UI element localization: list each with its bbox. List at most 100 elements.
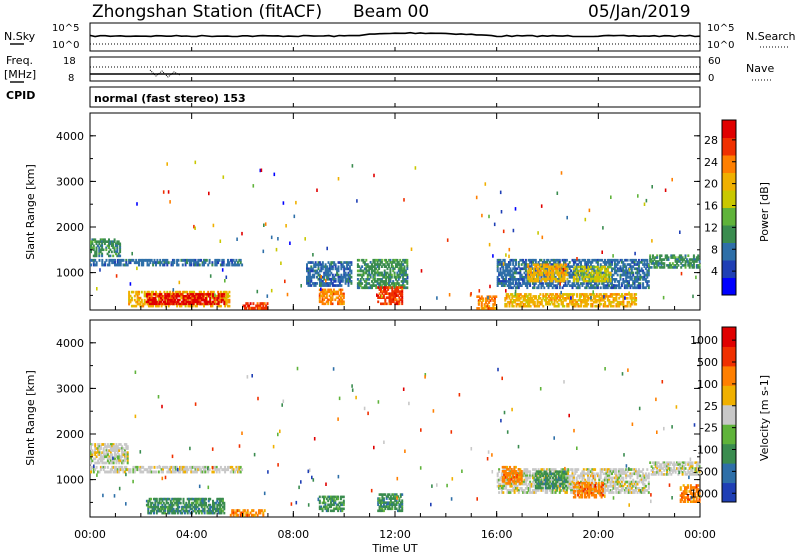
echo-cell xyxy=(524,297,526,300)
power-colorbar-label: Power [dB] xyxy=(758,182,771,242)
echo-cell xyxy=(389,269,392,273)
echo-cell xyxy=(122,453,125,457)
echo-cell xyxy=(625,269,628,273)
echo-cell xyxy=(550,282,553,285)
echo-cell xyxy=(126,459,129,463)
echo-cell xyxy=(94,468,97,472)
echo-cell xyxy=(565,491,568,494)
echo-cell xyxy=(608,295,611,298)
echo-cell xyxy=(602,304,605,308)
echo-cell xyxy=(587,284,589,287)
echo-cell xyxy=(310,267,313,271)
echo-cell xyxy=(331,503,334,507)
echo-cell xyxy=(381,292,384,295)
echo-cell xyxy=(180,465,183,469)
echo-cell xyxy=(568,275,571,279)
echo-cell xyxy=(214,258,217,262)
echo-cell xyxy=(557,261,560,264)
echo-cell xyxy=(520,263,523,266)
echo-cell xyxy=(628,300,630,304)
echo-cell xyxy=(533,476,536,480)
echo-cell xyxy=(220,511,223,515)
echo-cell xyxy=(95,248,98,252)
echo-cell xyxy=(106,451,109,454)
echo-cell xyxy=(609,279,612,283)
echo-cell xyxy=(540,284,543,287)
echo-cell xyxy=(323,294,325,298)
echo-cell xyxy=(523,468,526,471)
echo-cell xyxy=(150,501,153,505)
echo-cell xyxy=(513,284,516,287)
echo-cell xyxy=(575,279,578,283)
echo-cell xyxy=(155,505,158,509)
echo-cell xyxy=(325,296,328,300)
echo-cell xyxy=(605,277,608,281)
echo-cell xyxy=(337,284,340,287)
echo-cell xyxy=(356,286,359,290)
echo-cell xyxy=(500,210,503,214)
echo-cell xyxy=(585,284,588,287)
echo-cell xyxy=(394,294,397,297)
echo-cell xyxy=(615,269,618,273)
echo-cell xyxy=(95,261,98,265)
echo-cell xyxy=(589,277,592,281)
echo-cell xyxy=(605,271,608,275)
echo-cell xyxy=(318,275,321,279)
echo-cell xyxy=(498,282,501,285)
echo-cell xyxy=(376,282,379,285)
echo-cell xyxy=(587,267,589,271)
echo-cell xyxy=(496,472,499,476)
echo-cell xyxy=(534,279,537,283)
echo-cell xyxy=(585,299,588,302)
echo-cell xyxy=(633,267,636,271)
echo-cell xyxy=(306,280,308,283)
echo-cell xyxy=(400,261,403,264)
echo-cell xyxy=(384,493,387,496)
echo-cell xyxy=(580,267,582,271)
echo-cell xyxy=(615,302,618,306)
echo-cell xyxy=(190,497,193,501)
echo-cell xyxy=(639,275,642,279)
echo-cell xyxy=(219,290,222,294)
echo-cell xyxy=(506,267,509,271)
echo-cell xyxy=(569,295,571,298)
echo-cell xyxy=(556,279,559,283)
echo-cell xyxy=(684,256,687,259)
echo-cell xyxy=(105,246,108,250)
echo-cell xyxy=(95,246,98,250)
echo-cell xyxy=(380,505,382,508)
echo-cell xyxy=(197,468,200,472)
echo-cell xyxy=(637,282,640,285)
echo-cell xyxy=(136,465,139,469)
echo-cell xyxy=(197,465,200,469)
echo-cell xyxy=(318,495,321,499)
echo-cell xyxy=(670,266,673,269)
echo-cell xyxy=(195,298,198,302)
echo-cell xyxy=(188,295,191,298)
echo-cell xyxy=(606,299,609,302)
echo-cell xyxy=(189,300,192,304)
echo-cell xyxy=(135,304,138,308)
echo-cell xyxy=(245,302,248,306)
echo-cell xyxy=(681,256,684,259)
echo-cell xyxy=(500,484,503,488)
echo-cell xyxy=(525,295,528,298)
echo-cell xyxy=(318,280,321,283)
echo-cell xyxy=(323,292,325,296)
echo-cell xyxy=(105,453,108,457)
echo-cell xyxy=(340,275,343,279)
echo-cell xyxy=(90,246,92,250)
echo-cell xyxy=(308,280,311,283)
echo-cell xyxy=(210,294,212,298)
echo-cell xyxy=(563,275,566,279)
echo-cell xyxy=(194,160,197,165)
echo-cell xyxy=(153,296,155,300)
echo-cell xyxy=(528,293,531,296)
echo-cell xyxy=(356,278,359,281)
echo-cell xyxy=(359,278,362,281)
echo-cell xyxy=(138,298,140,302)
echo-cell xyxy=(177,290,180,294)
echo-cell xyxy=(164,302,167,306)
echo-cell xyxy=(375,258,378,262)
echo-cell xyxy=(685,258,688,261)
